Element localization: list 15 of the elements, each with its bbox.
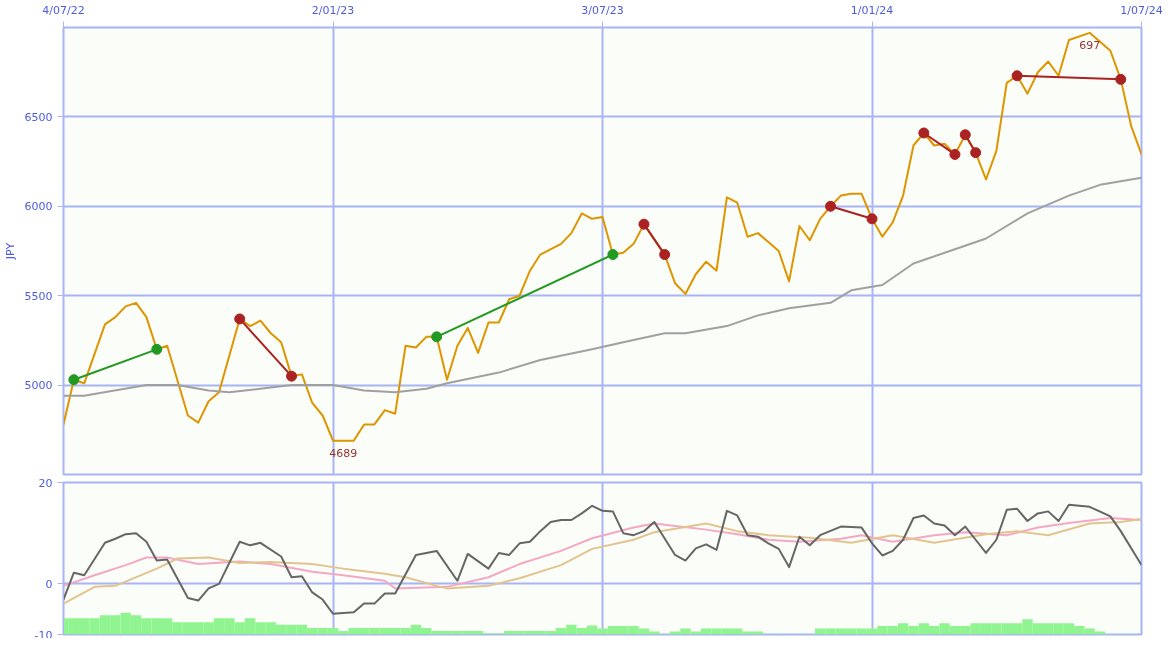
x-tick-label: 4/07/22 xyxy=(42,3,85,17)
x-tick-label: 1/01/24 xyxy=(850,3,894,17)
y-axis-title: JPY xyxy=(3,242,17,261)
y-tick-label: 0 xyxy=(45,577,53,591)
x-tick-label: 1/07/24 xyxy=(1120,3,1163,17)
y-tick-label: 6500 xyxy=(24,110,53,124)
y-tick-label: -10 xyxy=(34,628,53,642)
x-tick-label: 2/01/23 xyxy=(311,3,355,17)
y-tick-label: 5000 xyxy=(24,379,53,393)
y-tick-label: 5500 xyxy=(24,289,53,303)
annotation: 4689 xyxy=(329,446,358,460)
y-tick-label: 20 xyxy=(38,476,53,490)
y-tick-label: 6000 xyxy=(24,200,53,214)
x-tick-label: 3/07/23 xyxy=(581,3,624,17)
annotation: 697 xyxy=(1079,38,1101,52)
